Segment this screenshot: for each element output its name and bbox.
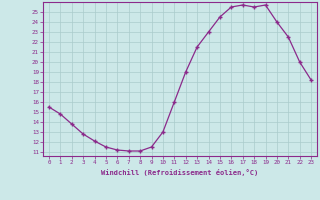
X-axis label: Windchill (Refroidissement éolien,°C): Windchill (Refroidissement éolien,°C) (101, 169, 259, 176)
